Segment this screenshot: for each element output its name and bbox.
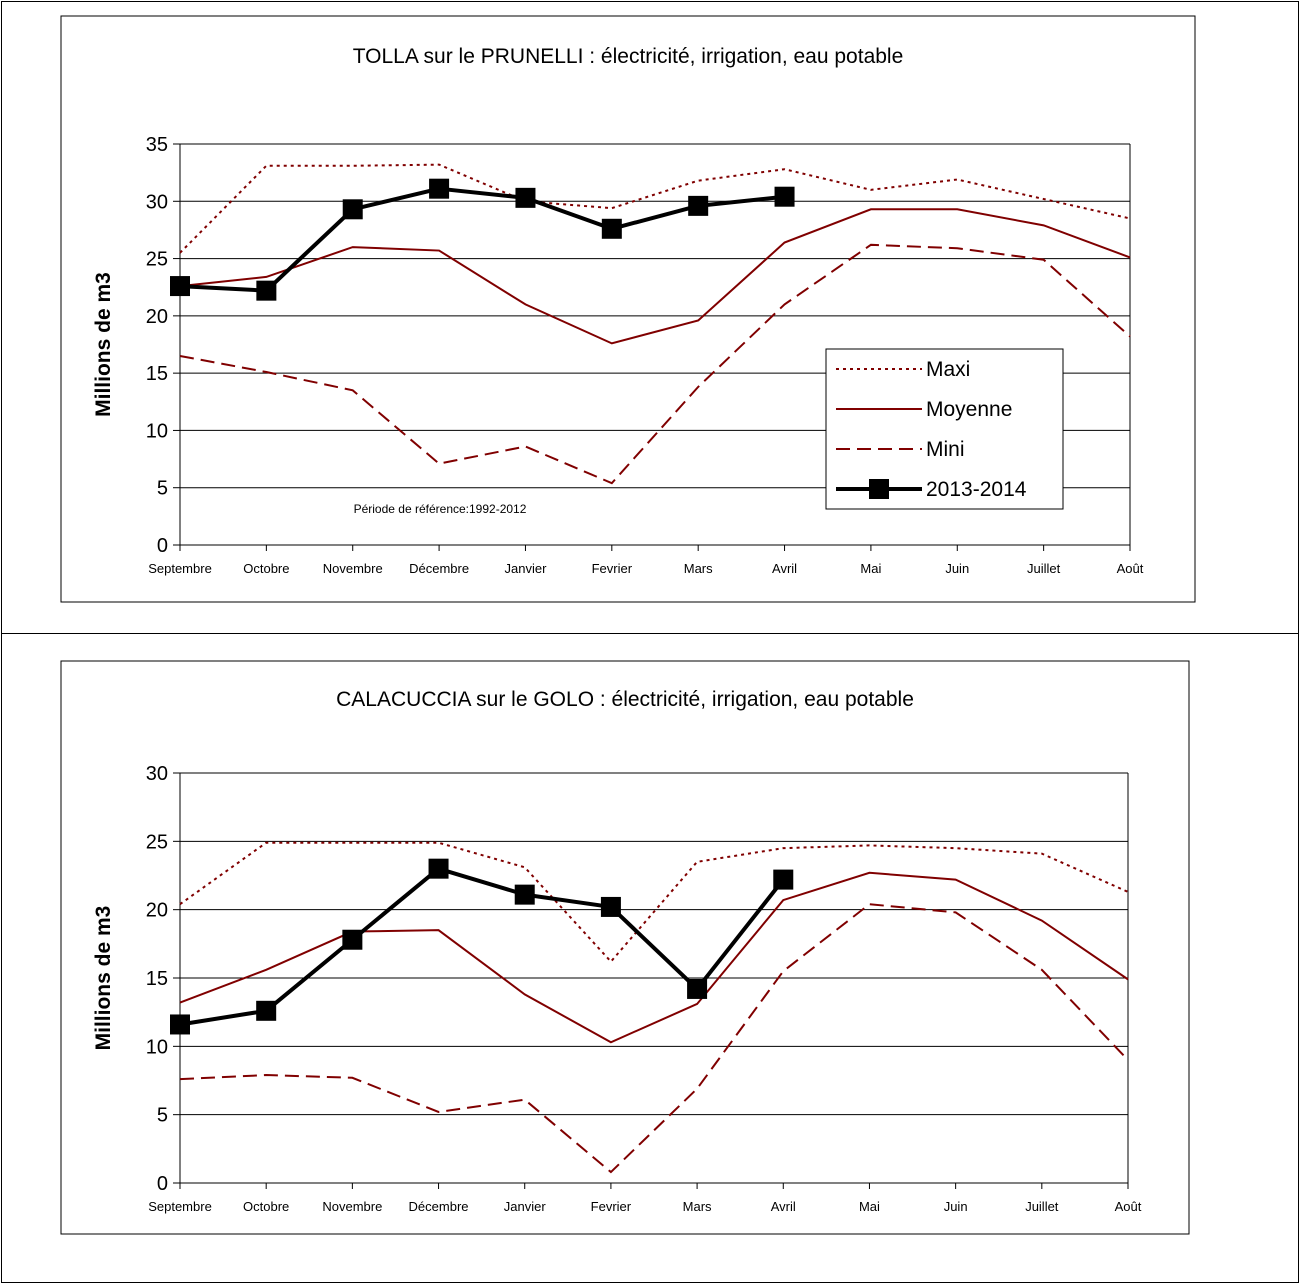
x-tick-label: Novembre <box>323 561 383 576</box>
y-tick-label: 15 <box>146 968 168 990</box>
x-tick-label: Juillet <box>1027 561 1061 576</box>
data-point-marker <box>428 858 449 879</box>
series-line-bold-marker <box>179 186 785 293</box>
data-point-marker <box>514 884 535 905</box>
legend-label: Moyenne <box>926 398 1012 421</box>
series-line-dashed <box>179 243 1131 485</box>
chart-1: TOLLA sur le PRUNELLI : électricité, irr… <box>60 15 1196 603</box>
x-tick-label: Novembre <box>322 1199 382 1214</box>
y-tick-label: 35 <box>146 134 168 156</box>
data-point-marker <box>774 186 795 207</box>
x-tick-label: Septembre <box>148 1199 212 1214</box>
data-point-marker <box>600 896 621 917</box>
legend: Maxi Moyenne Mini 2013-2014 <box>825 348 1064 510</box>
legend-box <box>825 348 1064 510</box>
series-line-solid <box>179 208 1131 345</box>
x-tick-label: Septembre <box>148 561 212 576</box>
chart-title: TOLLA sur le PRUNELLI : électricité, irr… <box>353 45 904 68</box>
x-tick-label: Octobre <box>243 561 289 576</box>
x-tick-label: Octobre <box>243 1199 289 1214</box>
y-tick-label: 25 <box>146 249 168 271</box>
series-line-solid <box>179 871 1129 1044</box>
y-tick-label: 30 <box>146 191 168 213</box>
x-tick-label: Mars <box>683 1199 712 1214</box>
data-point-marker <box>688 195 709 216</box>
data-point-marker <box>256 280 277 301</box>
x-tick-label: Décembre <box>409 561 469 576</box>
y-tick-label: 0 <box>157 1173 168 1195</box>
data-point-marker <box>429 178 450 199</box>
y-tick-label: 25 <box>146 831 168 853</box>
data-point-marker <box>773 869 794 890</box>
x-tick-label: Fevrier <box>592 561 633 576</box>
data-point-marker <box>342 929 363 950</box>
legend-label: Mini <box>926 438 965 461</box>
x-tick-label: Juin <box>945 561 969 576</box>
chart-frame <box>60 15 1196 603</box>
data-point-marker <box>687 978 708 999</box>
y-tick-label: 5 <box>157 478 168 500</box>
y-tick-label: 15 <box>146 363 168 385</box>
x-tick-label: Décembre <box>409 1199 469 1214</box>
x-tick-label: Juin <box>944 1199 968 1214</box>
y-tick-label: 10 <box>146 420 168 442</box>
legend-label: 2013-2014 <box>926 478 1027 501</box>
y-tick-label: 10 <box>146 1036 168 1058</box>
x-tick-label: Janvier <box>504 561 547 576</box>
data-point-marker <box>170 1014 190 1035</box>
chart-frame <box>60 660 1190 1235</box>
x-tick-label: Mai <box>860 561 881 576</box>
y-tick-label: 0 <box>157 535 168 557</box>
x-tick-label: Juillet <box>1025 1199 1059 1214</box>
reference-period-note: Période de référence:1992-2012 <box>354 502 527 516</box>
x-tick-label: Mars <box>684 561 713 576</box>
data-point-marker <box>342 199 363 220</box>
y-axis-label: Millions de m3 <box>92 906 115 1051</box>
x-tick-label: Avril <box>772 561 797 576</box>
x-tick-label: Août <box>1115 1199 1142 1214</box>
chart-2: CALACUCCIA sur le GOLO : électricité, ir… <box>60 660 1190 1235</box>
series-line-dotted <box>179 841 1129 964</box>
y-tick-label: 30 <box>146 763 168 785</box>
data-point-marker <box>601 218 622 239</box>
x-tick-label: Avril <box>771 1199 796 1214</box>
y-axis-label: Millions de m3 <box>92 272 115 417</box>
x-tick-label: Janvier <box>504 1199 547 1214</box>
y-tick-label: 5 <box>157 1105 168 1127</box>
data-point-marker <box>256 1000 277 1021</box>
series-line-bold-marker <box>179 866 785 1027</box>
data-point-marker <box>515 187 536 208</box>
x-tick-label: Fevrier <box>591 1199 632 1214</box>
legend-label: Maxi <box>926 358 970 381</box>
legend-marker <box>869 479 889 499</box>
y-tick-label: 20 <box>146 900 168 922</box>
series-line-dashed <box>179 903 1129 1174</box>
x-tick-label: Août <box>1117 561 1144 576</box>
y-tick-label: 20 <box>146 306 168 328</box>
chart-title: CALACUCCIA sur le GOLO : électricité, ir… <box>336 688 914 711</box>
data-point-marker <box>170 276 190 297</box>
x-tick-label: Mai <box>859 1199 880 1214</box>
